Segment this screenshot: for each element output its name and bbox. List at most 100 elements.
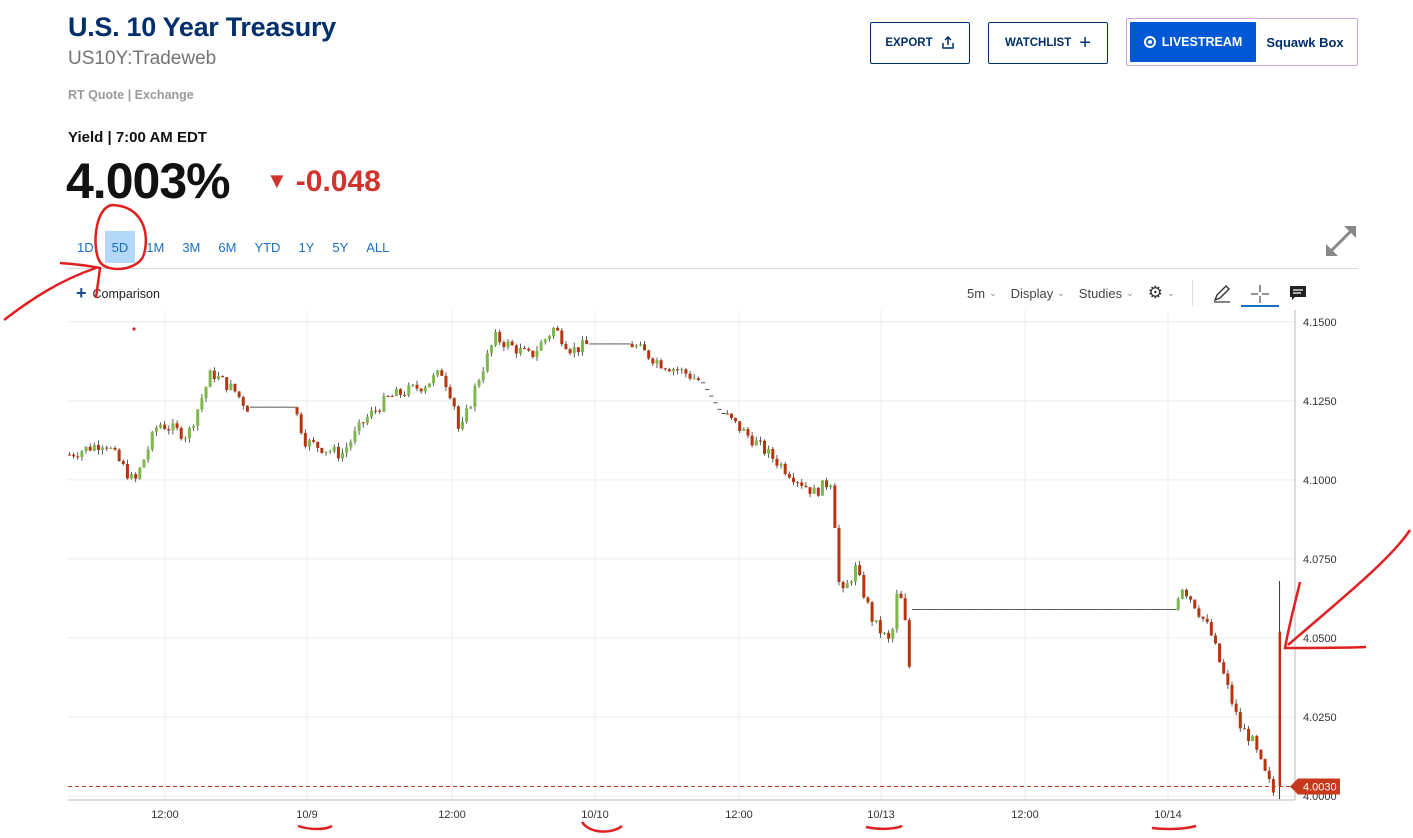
candle-body [444, 375, 448, 388]
watchlist-button[interactable]: WATCHLIST + [988, 22, 1108, 64]
candle-body [403, 394, 407, 396]
candle-body [382, 395, 386, 412]
candle-body [763, 440, 767, 454]
range-1d[interactable]: 1D [77, 239, 94, 255]
candle-body [150, 432, 154, 450]
candle-body [1226, 673, 1230, 685]
candle-body [179, 427, 183, 439]
candle-body [825, 480, 829, 488]
display-dropdown[interactable]: Display ⌄ [1004, 286, 1072, 301]
x-tick-label: 10/14 [1154, 809, 1182, 821]
comparison-button[interactable]: + Comparison [76, 283, 160, 304]
current-price: 4.003% [66, 153, 231, 209]
candle-body [1197, 608, 1201, 617]
candle-body [510, 341, 514, 346]
x-tick-label: 12:00 [151, 809, 179, 821]
candle-body [229, 383, 233, 391]
candle-body [154, 427, 158, 433]
candle-body [684, 369, 688, 374]
candle-body [477, 380, 481, 387]
candle-body [378, 410, 382, 412]
range-5d[interactable]: 5D [104, 231, 136, 263]
range-1y[interactable]: 1Y [298, 239, 315, 255]
candle-body [1263, 759, 1267, 771]
price-chart[interactable]: 4.1500 4.1250 4.1000 4.0750 4.0500 4.0250 4.00… [0, 310, 1413, 838]
candle-body [552, 327, 556, 337]
settings-dropdown[interactable]: ⚙ ⌄ [1141, 283, 1182, 303]
candle-body [398, 389, 402, 395]
candle-body [423, 387, 427, 392]
display-label: Display [1010, 285, 1054, 301]
range-1m[interactable]: 1M [146, 239, 165, 255]
y-tick-label: 4.1250 [1303, 396, 1337, 408]
candle-body [556, 327, 560, 331]
candle-body [192, 426, 196, 428]
crosshair-icon [1250, 285, 1269, 303]
draw-tool-button[interactable] [1203, 283, 1241, 303]
candle-body [696, 378, 700, 381]
candle-body [163, 424, 167, 430]
candle-body [105, 447, 109, 449]
candle-body [134, 474, 138, 479]
chart-toolbar: 5m ⌄ Display ⌄ Studies ⌄ ⚙ ⌄ [960, 279, 1317, 307]
range-all[interactable]: ALL [366, 239, 390, 255]
candle-body [241, 397, 245, 406]
candle-body [312, 440, 316, 442]
export-label: EXPORT [885, 37, 933, 49]
livestream-button[interactable]: LIVESTREAM [1130, 22, 1256, 62]
interval-dropdown[interactable]: 5m ⌄ [960, 286, 1004, 301]
crosshair-tool-button[interactable] [1240, 279, 1279, 307]
candle-body [1213, 635, 1217, 644]
candle-body [812, 487, 816, 494]
candle-body [324, 451, 328, 453]
comment-tool-button[interactable] [1279, 283, 1317, 303]
y-tick-label: 4.0500 [1303, 633, 1337, 645]
candle-body [448, 387, 452, 399]
watchlist-label: WATCHLIST [1005, 37, 1072, 49]
candle-body [1180, 589, 1184, 599]
candle-body [1271, 778, 1275, 793]
x-tick-label: 10/10 [581, 809, 609, 821]
current-value-label: 4.0030 [1303, 782, 1337, 794]
chart-grid [68, 310, 1295, 800]
candle-body [1209, 622, 1213, 636]
toolbar-separator [1191, 280, 1193, 306]
candle-body [245, 405, 249, 412]
candle-body [353, 430, 357, 442]
candle-body [187, 427, 191, 439]
range-6m[interactable]: 6M [218, 239, 237, 255]
share-icon [941, 36, 954, 49]
page-title: U.S. 10 Year Treasury [68, 12, 336, 42]
candle-body [1184, 589, 1188, 597]
expand-icon[interactable] [1322, 222, 1360, 260]
divider [68, 268, 1358, 269]
candle-body [1234, 703, 1238, 712]
candle-body [580, 340, 584, 353]
range-5y[interactable]: 5Y [332, 239, 349, 255]
studies-dropdown[interactable]: Studies ⌄ [1072, 286, 1141, 301]
squawk-box-link[interactable]: Squawk Box [1266, 34, 1344, 50]
candle-body [1247, 728, 1251, 742]
range-ytd[interactable]: YTD [254, 239, 281, 255]
candle-body [647, 350, 651, 359]
range-3m[interactable]: 3M [182, 239, 201, 255]
candle-body [494, 332, 498, 346]
candle-body [113, 447, 117, 450]
candle-body [390, 395, 394, 397]
candle-body [729, 413, 733, 418]
candle-body [672, 369, 676, 372]
candle-body [1201, 616, 1205, 619]
candle-body [1189, 596, 1193, 600]
candle-body [688, 373, 692, 379]
candle-body [862, 575, 866, 598]
candle-body [138, 467, 142, 479]
candle-body [481, 371, 485, 381]
candle-body [216, 376, 220, 380]
y-tick-label: 4.1000 [1303, 475, 1337, 487]
export-button[interactable]: EXPORT [870, 22, 970, 64]
candle-body [411, 384, 415, 386]
candle-body [440, 370, 444, 376]
candle-body [518, 347, 522, 354]
candle-body [419, 388, 423, 392]
quote-source: RT Quote | Exchange [68, 88, 194, 102]
